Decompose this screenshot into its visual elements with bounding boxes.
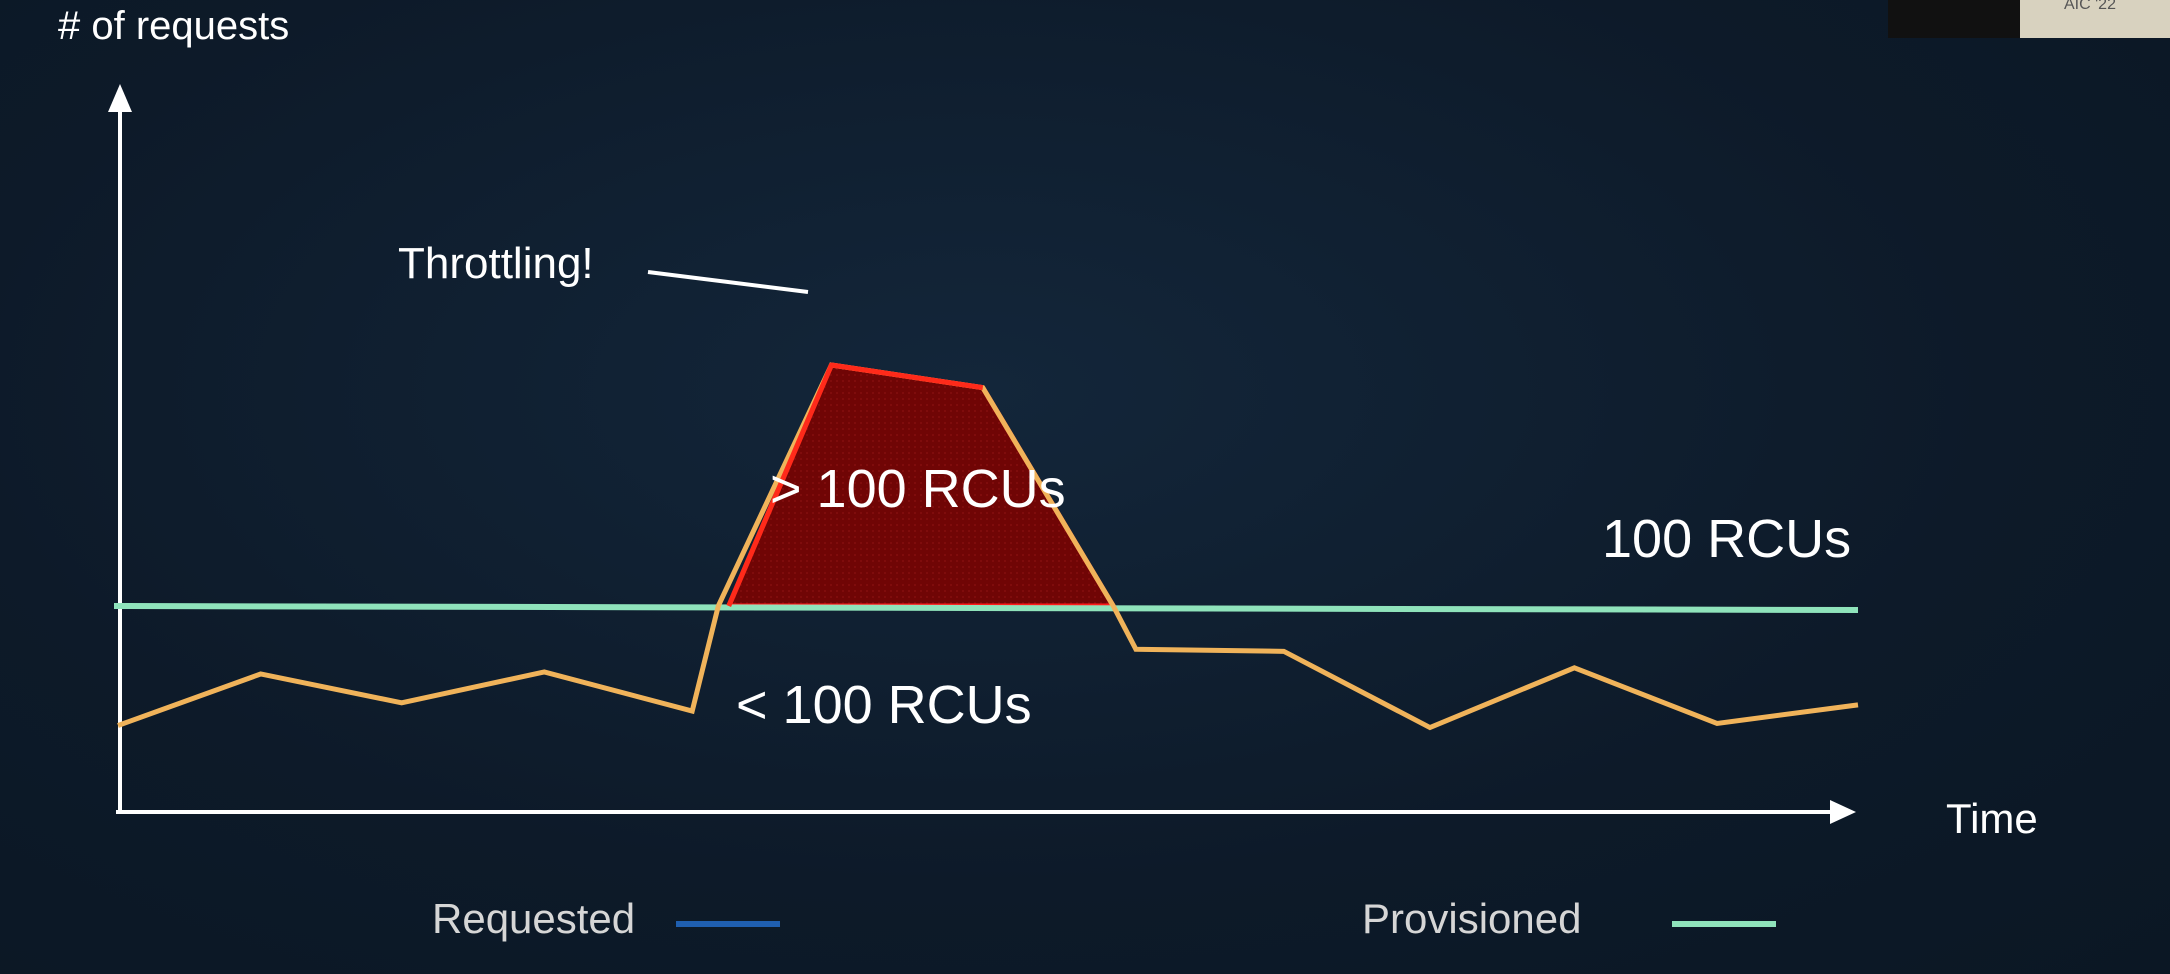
provisioned-line [113,603,1859,613]
legend-requested-swatch [676,921,780,927]
throttling-leader-line [647,270,809,294]
above-capacity-label: > 100 RCUs [770,459,1066,519]
conference-badge-text: AIC '22 [2064,0,2116,13]
x-axis-arrowhead [1830,800,1856,824]
provisioned-value-label: 100 RCUs [1602,509,1852,569]
x-axis-label: Time [1946,795,2038,842]
legend-provisioned-swatch [1672,921,1776,927]
y-axis-arrowhead [108,84,132,112]
below-capacity-label: < 100 RCUs [736,675,1032,735]
throttling-annotation: Throttling! [398,239,594,288]
legend-requested-label: Requested [432,895,636,942]
y-axis-label: # of requests [58,4,290,48]
legend-provisioned-label: Provisioned [1362,895,1582,942]
conference-badge-image: AIC '22 [2020,0,2170,38]
